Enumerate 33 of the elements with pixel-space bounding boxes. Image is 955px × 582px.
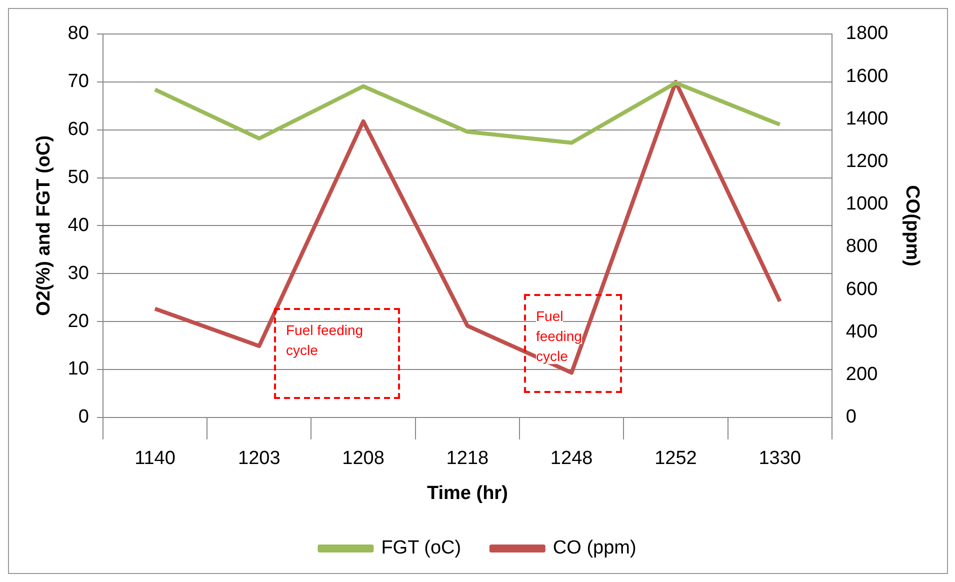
annotation: Fuel feeding cycle [536,308,582,364]
y-tick-label: 50 [68,167,89,188]
y2-tick-label: 400 [846,321,878,342]
legend-label: FGT (oC) [381,538,462,559]
y-tick-label: 10 [68,358,89,380]
y-tick-label: 20 [68,310,89,332]
y-tick-label: 70 [68,71,89,92]
y-tick-label: 60 [68,119,89,140]
y2-tick-label: 1000 [846,194,888,215]
x-tick-label: 1330 [758,448,801,470]
y-tick-label: 80 [68,23,89,44]
y2-tick-label: 1200 [846,151,888,172]
y-tick-label: 0 [78,406,89,428]
x-tick-label: 1140 [134,448,176,470]
y-axis-title: O2(%) and FGT (oC) [34,135,55,316]
y2-tick-label: 800 [846,236,878,258]
y2-tick-label: 0 [846,406,857,428]
x-tick-label: 1252 [654,448,697,470]
y2-tick-label: 200 [846,364,878,386]
annotation: Fuel feeding cycle [286,322,364,358]
y2-tick-label: 1600 [846,66,888,87]
x-axis-title: Time (hr) [426,482,508,504]
x-tick-label: 1208 [342,448,384,470]
y2-tick-label: 1400 [846,108,888,130]
y2-tick-label: 600 [846,278,878,300]
y-tick-label: 40 [68,214,89,236]
x-tick-label: 1218 [446,448,489,470]
x-tick-label: 1203 [238,448,280,470]
legend-label: CO (ppm) [552,538,636,559]
y2-axis-title: CO(ppm) [901,185,922,266]
y-tick-label: 30 [68,262,89,284]
x-tick-label: 1248 [550,448,593,470]
y2-tick-label: 1800 [846,23,888,44]
